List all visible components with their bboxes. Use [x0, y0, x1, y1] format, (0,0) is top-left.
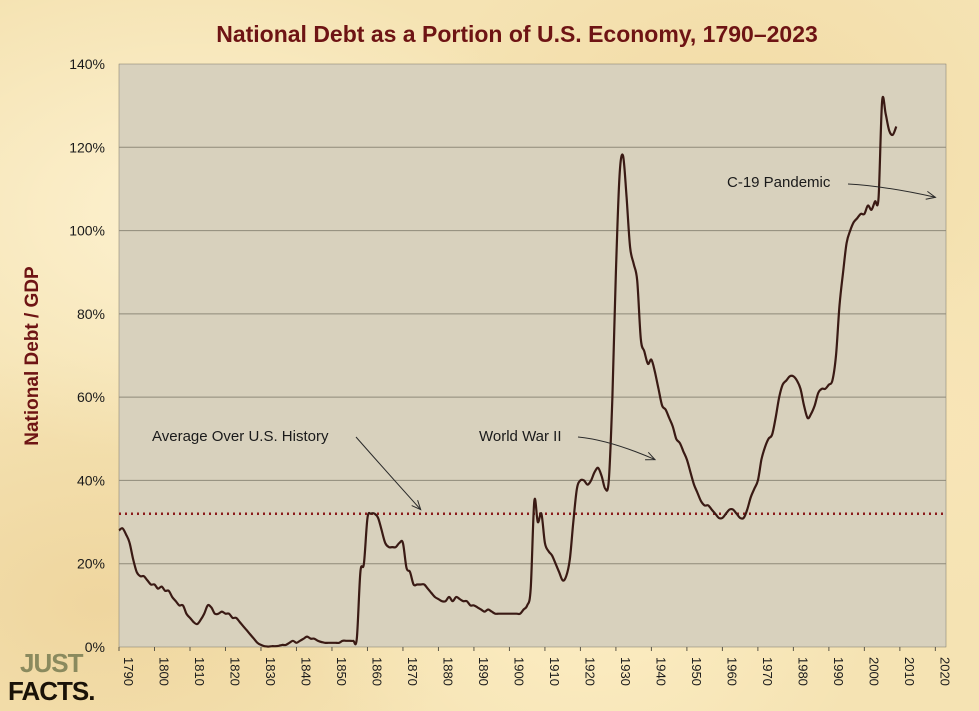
logo-text-just: JUST: [20, 648, 83, 678]
logo-text-facts: FACTS.: [8, 676, 95, 706]
annotations: Average Over U.S. History World War II C-1…: [152, 174, 937, 511]
x-tick-label: 1920: [582, 657, 597, 686]
x-tick-label: 2000: [866, 657, 881, 686]
annotation-arrowhead: [645, 451, 657, 461]
x-tick-label: 1900: [511, 657, 526, 686]
x-tick-label: 1820: [227, 657, 242, 686]
annotation-label: Average Over U.S. History: [152, 428, 329, 445]
y-tick-labels: 0% 20% 40% 60% 80% 100% 120% 140%: [69, 56, 105, 655]
y-tick-label: 80%: [77, 306, 105, 322]
x-tick-label: 1790: [121, 657, 136, 686]
y-tick-label: 40%: [77, 472, 105, 488]
x-tick-label: 1940: [653, 657, 668, 686]
x-tick-label: 1810: [192, 657, 207, 686]
just-facts-logo: JUST FACTS.: [8, 648, 95, 708]
x-tick-label: 1890: [476, 657, 491, 686]
series-line: [118, 95, 898, 648]
x-tick-labels: 1790 1800 1810 1820 1830 1840 1850 1860 1870 1880…: [118, 647, 952, 686]
annotation-arrowhead: [925, 190, 937, 200]
x-tick-label: 1970: [760, 657, 775, 686]
x-tick-label: 1880: [440, 657, 455, 686]
gridlines: [119, 146, 946, 565]
annotation-label: C-19 Pandemic: [727, 174, 831, 191]
x-tick-label: 1830: [263, 657, 278, 686]
x-tick-label: 1800: [156, 657, 171, 686]
x-tick-label: 1850: [334, 657, 349, 686]
annotation-arrowhead: [411, 500, 422, 511]
x-tick-label: 1990: [831, 657, 846, 686]
x-tick-label: 1870: [405, 657, 420, 686]
y-tick-label: 0%: [85, 639, 105, 655]
x-tick-label: 1950: [689, 657, 704, 686]
x-tick-label: 1910: [547, 657, 562, 686]
y-tick-label: 120%: [69, 139, 105, 155]
x-tick-label: 1860: [369, 657, 384, 686]
x-tick-label: 1930: [618, 657, 633, 686]
x-tick-label: 2010: [902, 657, 917, 686]
annotation-arrow: [847, 183, 936, 198]
y-tick-label: 20%: [77, 556, 105, 572]
annotation-arrow: [577, 436, 656, 461]
y-tick-label: 60%: [77, 389, 105, 405]
x-tick-label: 1980: [795, 657, 810, 686]
annotation-arrow: [355, 436, 422, 510]
annotation-label: World War II: [479, 428, 562, 445]
x-tick-label: 1960: [724, 657, 739, 686]
y-tick-label: 140%: [69, 56, 105, 72]
y-tick-label: 100%: [69, 223, 105, 239]
x-tick-label: 2020: [937, 657, 952, 686]
x-tick-label: 1840: [298, 657, 313, 686]
chart-title: National Debt as a Portion of U.S. Econo…: [216, 21, 818, 47]
y-axis-label: National Debt / GDP: [22, 266, 43, 446]
